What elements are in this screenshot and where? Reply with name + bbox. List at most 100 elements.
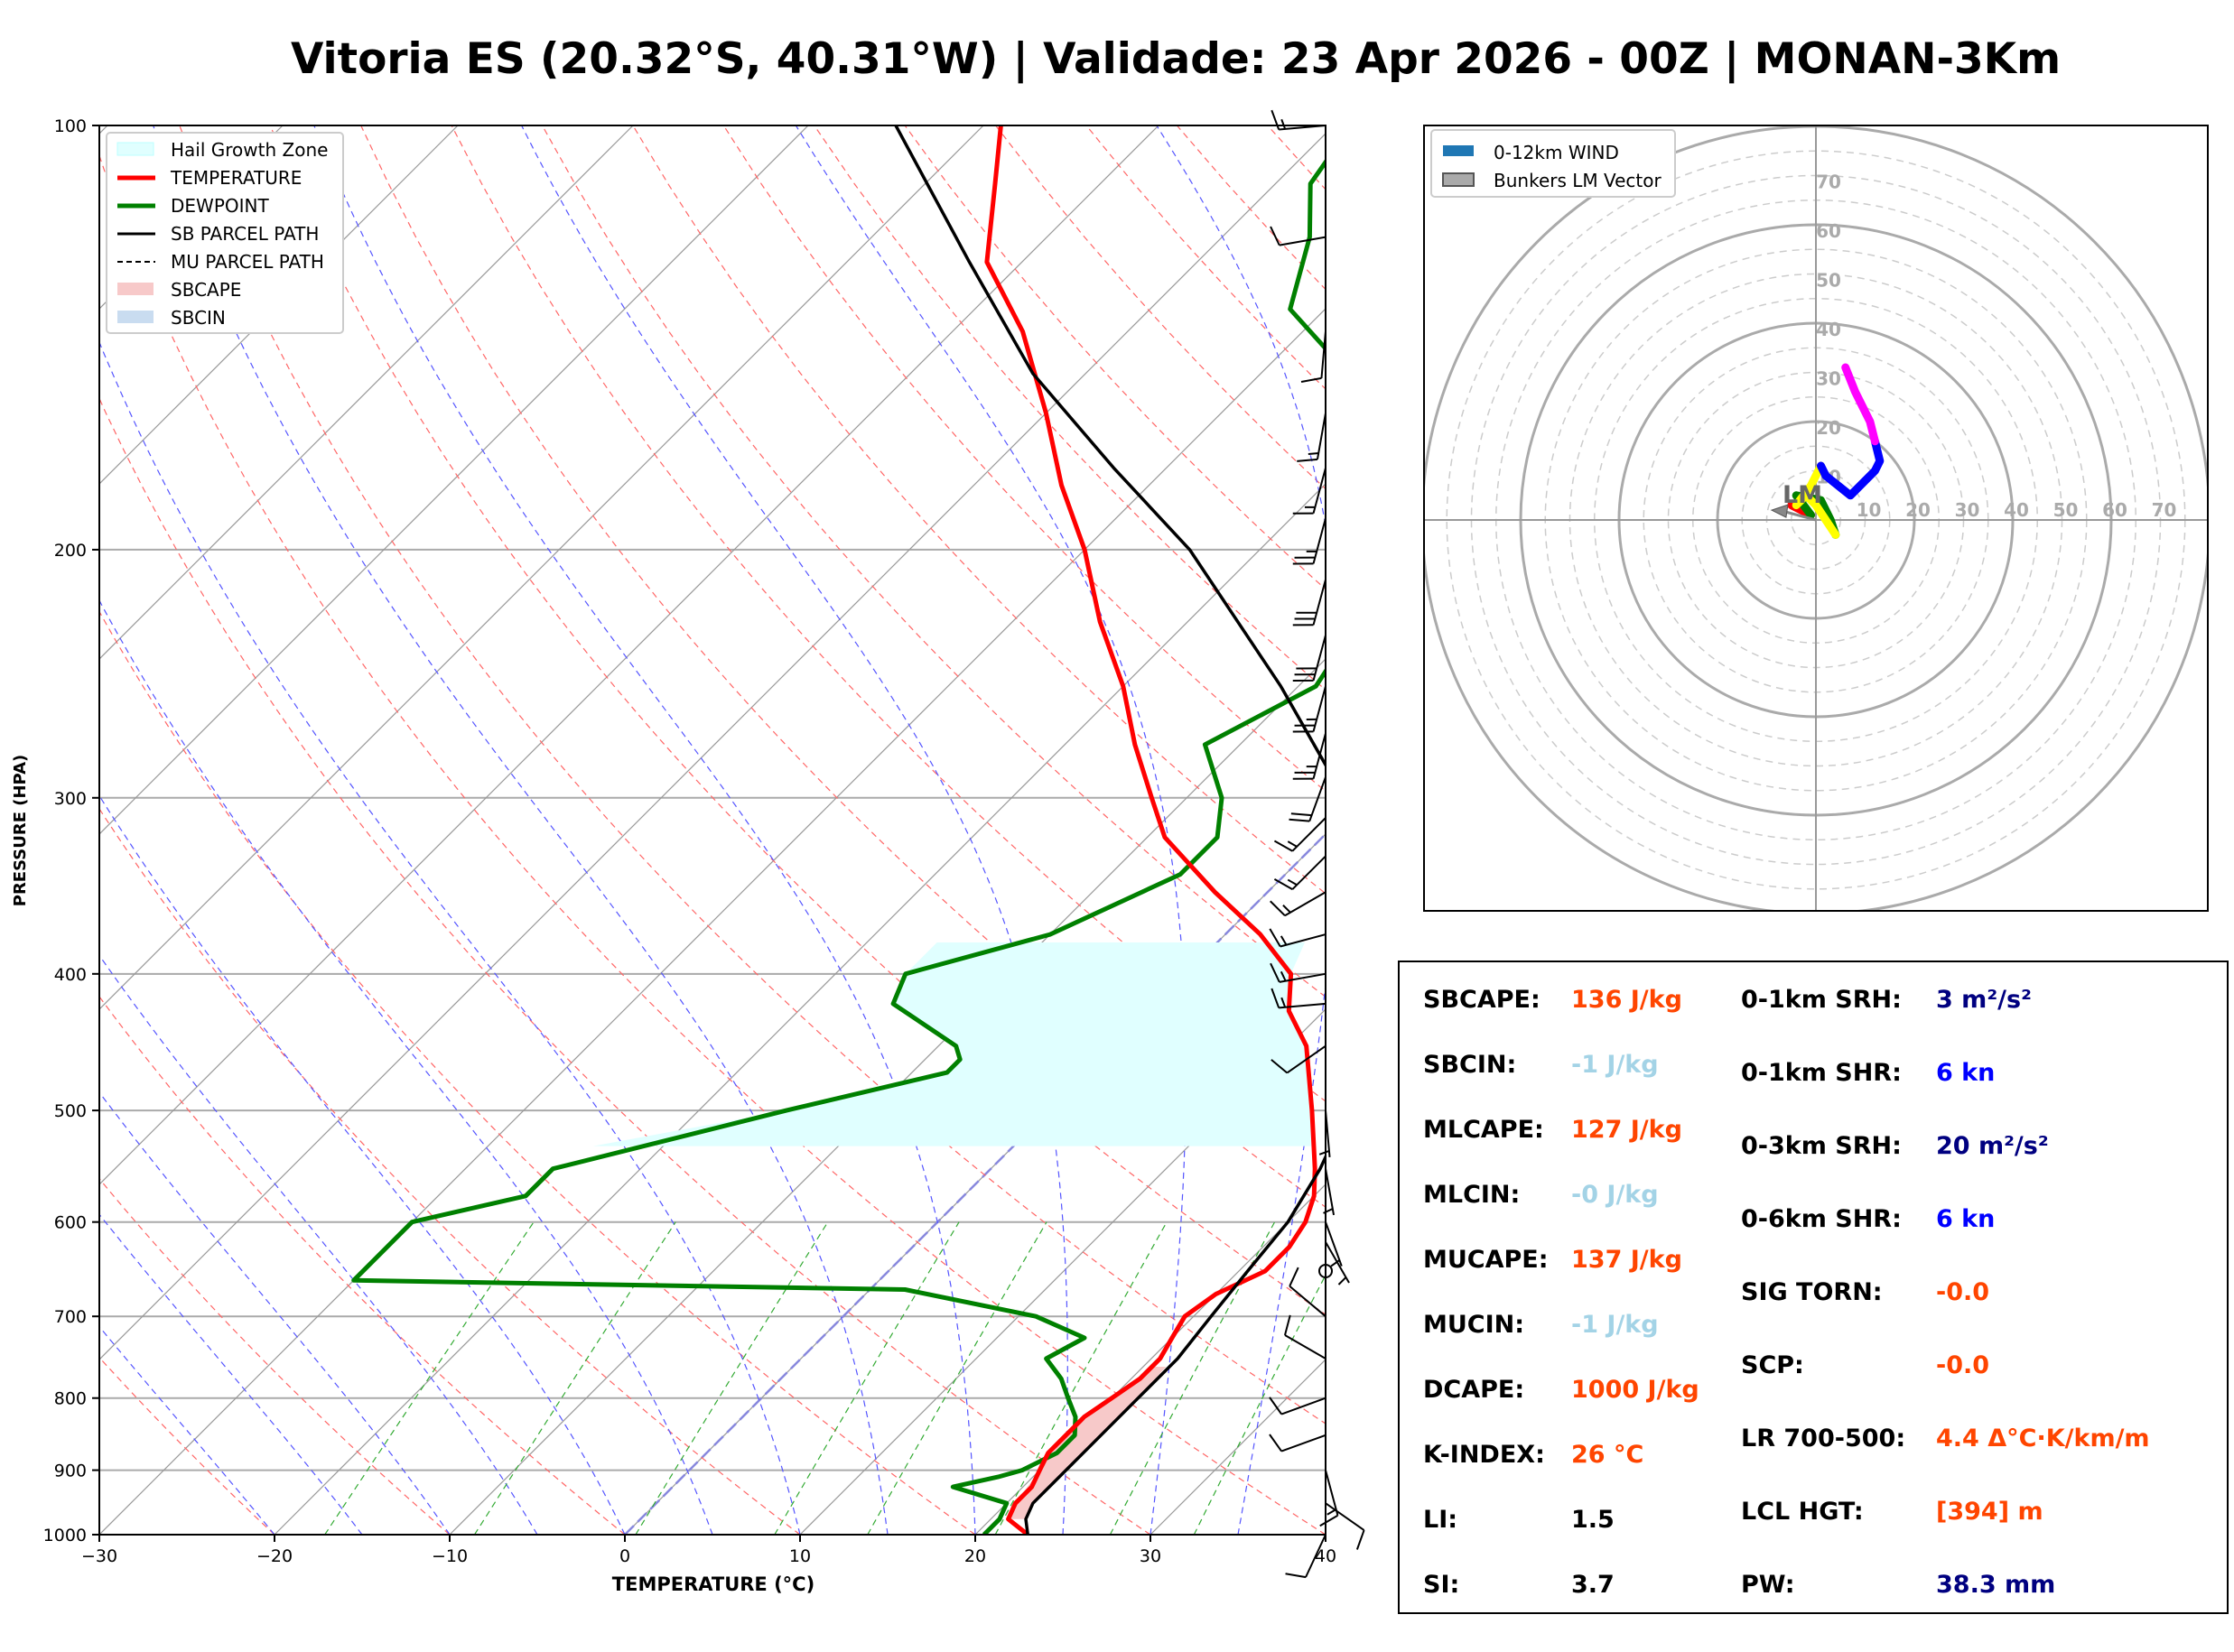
stat-value: 3.7 — [1571, 1571, 1615, 1599]
stat-value: 6 kn — [1936, 1059, 1996, 1087]
barb-flag — [1270, 226, 1280, 246]
hodo-ring — [1594, 298, 2038, 742]
hail-growth-zone — [592, 942, 1312, 1146]
barb-staff — [1312, 685, 1326, 732]
stat-value: -0.0 — [1936, 1278, 1990, 1306]
hodo-ring-label: 50 — [2053, 499, 2079, 521]
dry-adiabat — [179, 125, 1326, 1425]
wind-barb — [1283, 1314, 1326, 1360]
isotherm — [274, 483, 1326, 1535]
isotherm — [1325, 1534, 1326, 1535]
hodo-legend-wind: 0-12km WIND — [1494, 142, 1619, 163]
dry-adiabat — [99, 153, 1326, 1535]
wind-barb — [1289, 1267, 1326, 1317]
barb-staff — [1316, 413, 1326, 460]
barb-staff — [1312, 579, 1326, 626]
hodo-ring — [1716, 420, 1916, 620]
legend-label: SBCIN — [171, 307, 226, 329]
dry-adiabat — [99, 996, 626, 1535]
x-tick-label: −30 — [81, 1546, 117, 1566]
hodo-segment — [1792, 491, 1840, 539]
barb-flag — [1289, 1267, 1299, 1287]
moist-adiabat — [521, 125, 1068, 1535]
wind-barb — [1300, 331, 1326, 383]
mixing-ratio-line — [1109, 1221, 1276, 1535]
stat-label: SIG TORN: — [1741, 1278, 1883, 1306]
barb-flag — [1297, 458, 1318, 462]
hodo-ring-label: 50 — [1816, 270, 1841, 292]
barb-flag — [1290, 812, 1312, 817]
y-tick-label: 400 — [54, 965, 87, 985]
hodo-ring-label: 10 — [1857, 499, 1882, 521]
wind-barb — [1269, 1434, 1326, 1452]
dry-adiabat — [99, 1356, 275, 1535]
wind-barb — [1270, 891, 1326, 917]
hodo-ring — [1741, 445, 1891, 595]
hodo-ring — [1544, 248, 2088, 792]
isotherm — [99, 125, 984, 1010]
hodo-ring-label: 60 — [1816, 220, 1841, 242]
wind-barb — [1269, 928, 1326, 948]
dewpoint-line — [351, 158, 1326, 1535]
barb-half — [1323, 1208, 1334, 1214]
y-axis-label: PRESSURE (HPA) — [11, 755, 30, 907]
barb-staff — [1289, 1285, 1326, 1317]
y-tick-label: 500 — [54, 1101, 87, 1121]
barb-staff — [1312, 733, 1326, 779]
hodo-ring — [1568, 273, 2063, 767]
freezing-isotherm — [624, 832, 1326, 1535]
barb-half — [1280, 997, 1287, 1008]
sb-parcel-line — [894, 125, 1326, 1535]
stat-label: PW: — [1741, 1571, 1795, 1599]
stat-value: [394] m — [1936, 1498, 2043, 1526]
hodo-ring-label: 60 — [2102, 499, 2127, 521]
hodo-ring — [1791, 495, 1841, 545]
dry-adiabat — [1085, 125, 1326, 390]
wind-barb — [1319, 1470, 1339, 1527]
hodograph-frame — [1423, 125, 2209, 912]
dry-adiabat — [360, 125, 1326, 1208]
x-tick-label: −20 — [256, 1546, 293, 1566]
legend-label: Hail Growth Zone — [171, 139, 328, 161]
barb-half — [1326, 1508, 1337, 1516]
wind-barb — [1270, 226, 1326, 246]
isotherm — [99, 125, 284, 310]
legend-label: TEMPERATURE — [170, 167, 302, 189]
stat-label: LI: — [1423, 1506, 1458, 1534]
barb-flag — [1269, 928, 1281, 948]
wind-barb — [1325, 1221, 1343, 1267]
stat-label: 0-6km SHR: — [1741, 1205, 1902, 1233]
barb-staff — [1312, 635, 1326, 682]
mixing-ratio-line — [774, 1221, 960, 1535]
stat-label: SBCAPE: — [1423, 986, 1541, 1014]
legend-label: MU PARCEL PATH — [171, 251, 324, 273]
stat-value: 4.4 Δ°C·K/km/m — [1936, 1425, 2150, 1452]
x-tick-label: 40 — [1315, 1546, 1336, 1566]
barb-staff — [1279, 972, 1326, 983]
barb-flag — [1270, 962, 1280, 983]
moist-adiabat — [1156, 125, 1326, 1535]
x-tick-label: 30 — [1140, 1546, 1161, 1566]
skewt-profiles — [351, 125, 1326, 1535]
barb-staff — [1291, 817, 1326, 852]
hodo-ring-label: 20 — [1816, 417, 1841, 439]
hodo-ring — [1765, 469, 1866, 571]
barb-half — [1287, 840, 1298, 848]
stat-label: MLCAPE: — [1423, 1116, 1544, 1144]
x-tick-label: −10 — [432, 1546, 468, 1566]
barb-staff — [1280, 1397, 1326, 1415]
barb-staff — [1325, 1502, 1365, 1531]
isotherm — [99, 125, 634, 660]
stat-value: 127 J/kg — [1571, 1116, 1682, 1144]
barb-flag — [1269, 1397, 1282, 1415]
moist-adiabat — [99, 599, 713, 1535]
dry-adiabat — [904, 125, 1326, 590]
y-tick-label: 900 — [54, 1462, 87, 1481]
hodo-ring — [1667, 371, 1965, 669]
isotherm — [99, 125, 1159, 1185]
y-tick-label: 100 — [54, 116, 87, 136]
barb-half — [1330, 1259, 1340, 1267]
dry-adiabat — [269, 125, 1326, 1315]
legend-swatch — [117, 311, 154, 323]
isotherm — [624, 833, 1326, 1535]
